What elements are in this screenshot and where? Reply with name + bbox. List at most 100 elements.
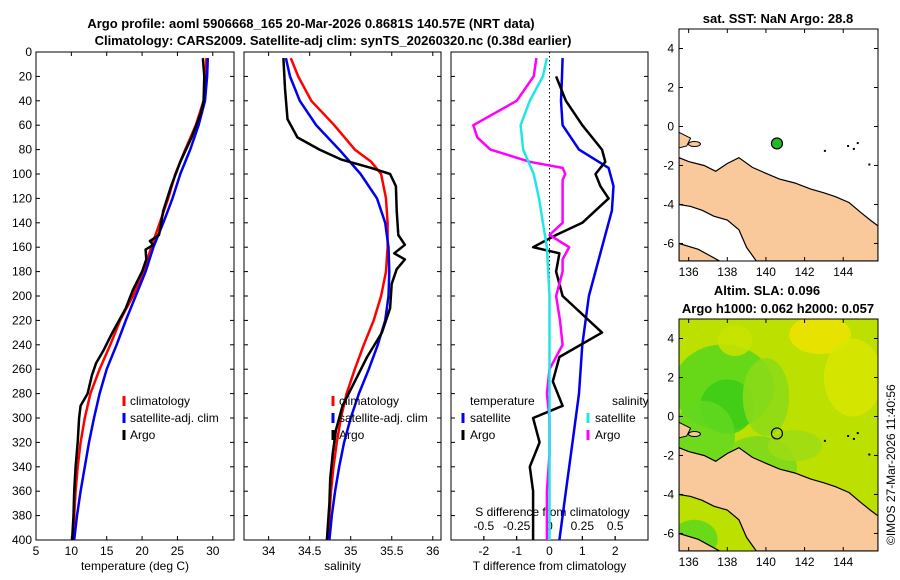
temperature-panel: 0 20 40 60 80 100 120 140 160 180 200 220 240 260 280 3…: [12, 45, 235, 573]
land-islet: [687, 141, 701, 148]
x-tick-label: 144: [833, 555, 853, 569]
map-frame: [678, 318, 879, 552]
y-tick-label: 40: [19, 94, 33, 108]
y-tick-label: 120: [12, 191, 32, 205]
islet-dot: [847, 435, 850, 437]
land-islet: [687, 431, 701, 438]
difference-panel: -2 -1 0 1 2-0.5 -0.25 0 0.25 0.5S difference fro…: [450, 51, 649, 573]
y-tick-label: 340: [12, 460, 32, 474]
legend-label: Argo: [339, 428, 365, 442]
x-tick-label: 136: [679, 555, 699, 569]
plot-frame: [243, 51, 442, 541]
y-tick-label: 260: [12, 362, 32, 376]
y-tick-label: 60: [19, 118, 33, 132]
y-tick-label: 200: [12, 289, 32, 303]
land-new-guinea: [679, 157, 878, 261]
x-tick-label: 34: [262, 544, 276, 558]
x-tick-label: 140: [756, 265, 776, 279]
y-tick-label: 0: [667, 409, 674, 423]
x-tick-label: 30: [206, 544, 220, 558]
legend-label: Argo: [595, 428, 621, 442]
legend-title: salinity: [612, 394, 649, 408]
y-tick-label: 4: [667, 331, 674, 345]
series-line-s-satellite: [519, 57, 551, 540]
sla-blob: [767, 430, 822, 462]
sla-blob: [742, 357, 790, 436]
land-island: [679, 131, 692, 149]
islet-dot: [856, 142, 859, 145]
islet-dot: [852, 147, 855, 150]
sst-map-panel: 136 138 140 142 144 4 2 0 -2 -4 -6 sat. SST: NaN Ar…: [663, 11, 879, 279]
series-line-t-satellite: [558, 58, 615, 541]
islet-dot: [856, 432, 859, 435]
y-tick-label: 380: [12, 509, 32, 523]
sla-map-subtitle: Argo h1000: 0.062 h2000: 0.057: [682, 301, 874, 316]
y-tick-label: 100: [12, 167, 32, 181]
s-tick-label: 0.5: [607, 519, 624, 533]
y-tick-label: 2: [667, 80, 674, 94]
sst-map-title: sat. SST: NaN Argo: 28.8: [703, 11, 854, 26]
s-tick-label: -0.5: [473, 519, 494, 533]
imos-credit: ©IMOS 27-Mar-2026 11:40:56: [884, 384, 898, 545]
y-tick-label: -4: [663, 197, 674, 211]
s-tick-label: 0.25: [571, 519, 595, 533]
y-tick-label: -2: [663, 158, 674, 172]
x-axis-label: salinity: [324, 559, 361, 573]
x-tick-label: 5: [33, 544, 40, 558]
series-line-satellite-adj-clim: [72, 58, 210, 541]
x-axis-label: temperature (deg C): [81, 559, 189, 573]
argo-position-marker: [770, 427, 784, 440]
map-frame: [678, 28, 879, 262]
x-tick-label: -1: [511, 544, 522, 558]
x-tick-label: 142: [795, 555, 815, 569]
land-island: [679, 421, 692, 439]
s-axis-label: S difference from climatology: [475, 505, 630, 519]
x-tick-label: 138: [717, 265, 737, 279]
islet-dot: [852, 437, 855, 440]
sla-blob: [717, 324, 753, 357]
series-line-t-argo: [528, 75, 610, 540]
map-body: [679, 131, 878, 261]
y-tick-label: 180: [12, 265, 32, 279]
x-tick-label: 1: [579, 544, 586, 558]
series-line-argo: [70, 58, 206, 541]
x-tick-label: 35: [344, 544, 358, 558]
islet-dot: [823, 439, 826, 442]
sla-blob: [789, 319, 851, 355]
land-new-guinea: [679, 447, 878, 551]
y-tick-label: 80: [19, 143, 33, 157]
y-tick-label: 300: [12, 411, 32, 425]
x-tick-label: 20: [135, 544, 149, 558]
y-tick-label: 0: [667, 119, 674, 133]
x-tick-label: 144: [833, 265, 853, 279]
legend-label: satellite-adj. clim: [130, 411, 219, 425]
y-tick-label: -6: [663, 236, 674, 250]
y-tick-label: 20: [19, 69, 33, 83]
x-tick-label: 36: [426, 544, 440, 558]
y-tick-label: 240: [12, 338, 32, 352]
sla-blob: [823, 338, 878, 417]
argo-position-marker: [770, 137, 784, 150]
y-tick-label: -6: [663, 526, 674, 540]
series-line-s-argo: [472, 57, 571, 540]
x-tick-label: 138: [717, 555, 737, 569]
sla-map-panel: 136 138 140 142 144 4 2 0 -2 -4 -6 Altim. SLA: 0.09…: [663, 283, 879, 569]
x-tick-label: 140: [756, 555, 776, 569]
series-line-argo: [282, 58, 407, 541]
y-tick-label: 140: [12, 216, 32, 230]
legend-label: satellite-adj. clim: [339, 411, 428, 425]
x-tick-label: 34.5: [298, 544, 322, 558]
legend-label: satellite: [470, 411, 511, 425]
legend-label: satellite: [595, 411, 636, 425]
series-line-satellite-adj-clim: [284, 57, 391, 541]
x-axis-label: T difference from climatology: [473, 559, 627, 573]
legend-label: climatology: [339, 394, 399, 408]
legend-label: Argo: [470, 428, 496, 442]
islet-dot: [823, 149, 826, 152]
legend-label: Argo: [130, 428, 156, 442]
x-tick-label: 25: [171, 544, 185, 558]
y-tick-label: 4: [667, 41, 674, 55]
y-tick-label: 280: [12, 387, 32, 401]
x-tick-label: 142: [795, 265, 815, 279]
